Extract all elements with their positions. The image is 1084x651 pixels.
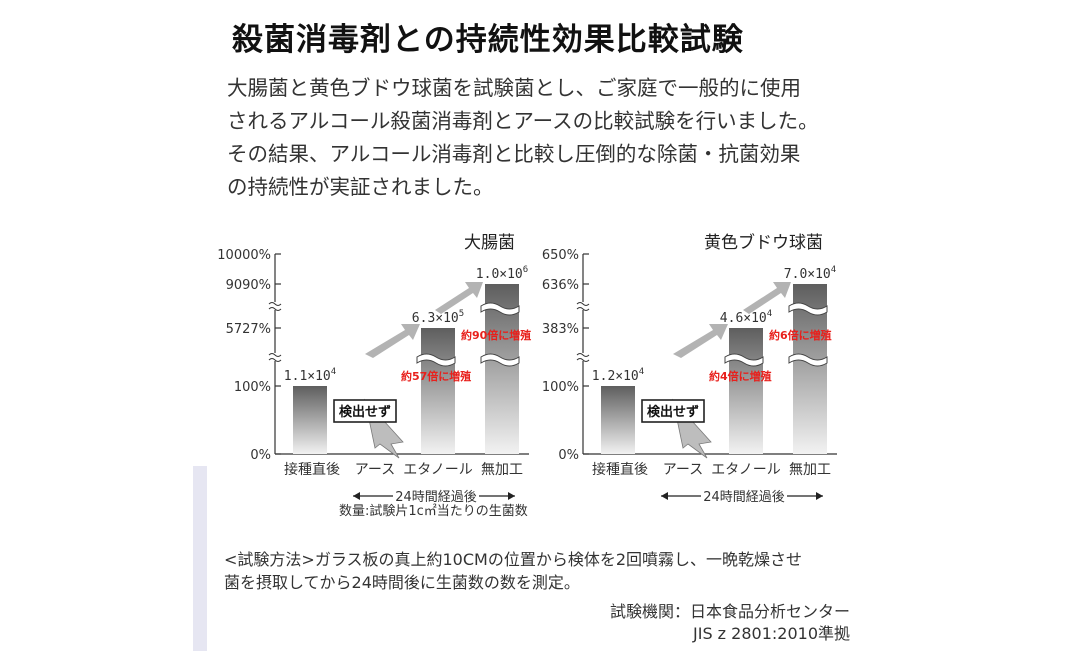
x-tick-label: エタノール: [403, 462, 473, 478]
axis-break-mark: [268, 353, 282, 362]
period-label: 24時間経過後: [703, 490, 785, 505]
x-tick-label: 無加工: [789, 462, 831, 478]
x-tick-label: 接種直後: [284, 461, 340, 478]
bar-value-label: 1.2×104: [592, 367, 644, 384]
chart-svg: 650% 636% 383% 100% 0% 黄色ブドウ球菌 1.2×104 接種直後 アース 4…: [542, 232, 837, 505]
growth-callout: 約6倍に増殖: [769, 328, 832, 342]
growth-arrow: [743, 282, 791, 314]
growth-callout: 約4倍に増殖: [709, 369, 772, 383]
bar: [601, 386, 635, 454]
bar-break: [416, 353, 456, 367]
growth-callout: 約90倍に増殖: [461, 328, 531, 342]
y-tick-label: 5727%: [226, 322, 271, 337]
axis-break-mark: [576, 302, 590, 311]
bar-value-label: 1.1×104: [284, 367, 336, 384]
y-tick-label: 100%: [234, 380, 271, 395]
y-tick-label: 0%: [250, 448, 271, 463]
intro-line: されるアルコール殺菌消毒剤とアースの比較試験を行いました。: [227, 109, 819, 133]
y-tick-label: 0%: [558, 448, 579, 463]
unit-note: 数量:試験片1c㎡当たりの生菌数: [339, 504, 528, 519]
test-organization: 試験機関：日本食品分析センター JIS z 2801:2010準拠: [610, 601, 850, 645]
axis-break-gap: [269, 302, 281, 310]
bar-break: [788, 353, 828, 367]
growth-arrow: [435, 282, 483, 314]
growth-arrow: [673, 324, 728, 358]
method-line: <試験方法>ガラス板の真上約10CMの位置から検体を2回噴霧し、一晩乾燥させ: [224, 550, 803, 569]
growth-callout: 約57倍に増殖: [401, 369, 471, 383]
bar-value-label: 1.0×106: [476, 265, 528, 282]
intro-line: 大腸菌と黄色ブドウ球菌を試験菌とし、ご家庭で一般的に使用: [227, 76, 801, 100]
chart-svg: 10000% 9090% 5727% 100% 0% 大腸菌 1.1×104 接種直後 アース 6…: [217, 233, 531, 505]
bar-break: [480, 302, 520, 316]
y-tick-label: 100%: [542, 380, 579, 395]
x-tick-label: アース: [355, 462, 395, 478]
axis-break-mark: [576, 353, 590, 362]
test-method: <試験方法>ガラス板の真上約10CMの位置から検体を2回噴霧し、一晩乾燥させ 菌…: [224, 548, 802, 594]
period-arrow-left: [661, 492, 668, 500]
bar: [293, 386, 327, 454]
x-tick-label: 接種直後: [592, 461, 648, 478]
bar-value-label: 7.0×104: [784, 265, 836, 282]
axis-break-gap: [269, 353, 281, 361]
chart-ecoli: 10000% 9090% 5727% 100% 0% 大腸菌 1.1×104 接種直後 アース 6…: [215, 232, 545, 522]
bar-break: [788, 302, 828, 316]
y-tick-label: 9090%: [226, 278, 271, 293]
period-arrow-right: [508, 492, 515, 500]
y-tick-label: 636%: [542, 278, 579, 293]
not-detected-box: [641, 399, 705, 423]
org-line: 試験機関：日本食品分析センター: [609, 602, 850, 621]
y-tick-label: 650%: [542, 248, 579, 263]
growth-arrow: [365, 324, 420, 358]
axis-break-gap: [577, 353, 589, 361]
period-label-bg: [701, 487, 787, 505]
y-tick-label: 383%: [542, 322, 579, 337]
bar-value-label: 4.6×104: [720, 309, 772, 326]
axis-break-mark: [268, 302, 282, 311]
not-detected-label: 検出せず: [647, 404, 699, 420]
page-title: 殺菌消毒剤との持続性効果比較試験: [232, 22, 744, 58]
intro-line: の持続性が実証されました。: [227, 175, 494, 199]
x-tick-label: エタノール: [711, 462, 781, 478]
intro-paragraph: 大腸菌と黄色ブドウ球菌を試験菌とし、ご家庭で一般的に使用 されるアルコール殺菌消…: [227, 72, 867, 204]
chart-staph: 650% 636% 383% 100% 0% 黄色ブドウ球菌 1.2×104 接種直後 アース 4…: [523, 232, 853, 522]
intro-line: その結果、アルコール消毒剤と比較し圧倒的な除菌・抗菌効果: [227, 142, 801, 166]
period-arrow-right: [816, 492, 823, 500]
period-arrow-left: [353, 492, 360, 500]
axis-break-gap: [577, 302, 589, 310]
period-label-bg: [393, 487, 479, 505]
chart-title: 黄色ブドウ球菌: [704, 232, 823, 253]
bar: [421, 328, 455, 454]
not-detected-label: 検出せず: [339, 404, 391, 420]
chart-title: 大腸菌: [464, 233, 515, 253]
bar-break: [480, 353, 520, 367]
bar: [729, 328, 763, 454]
org-line: JIS z 2801:2010準拠: [693, 624, 850, 643]
x-tick-label: 無加工: [481, 462, 523, 478]
y-tick-label: 10000%: [217, 248, 271, 263]
x-tick-label: アース: [663, 462, 703, 478]
period-label: 24時間経過後: [395, 490, 477, 505]
method-line: 菌を摂取してから24時間後に生菌数の数を測定。: [224, 573, 580, 592]
bar-value-label: 6.3×105: [412, 309, 464, 326]
not-detected-box: [333, 399, 397, 423]
side-strip: [193, 466, 207, 651]
bar-break: [724, 353, 764, 367]
